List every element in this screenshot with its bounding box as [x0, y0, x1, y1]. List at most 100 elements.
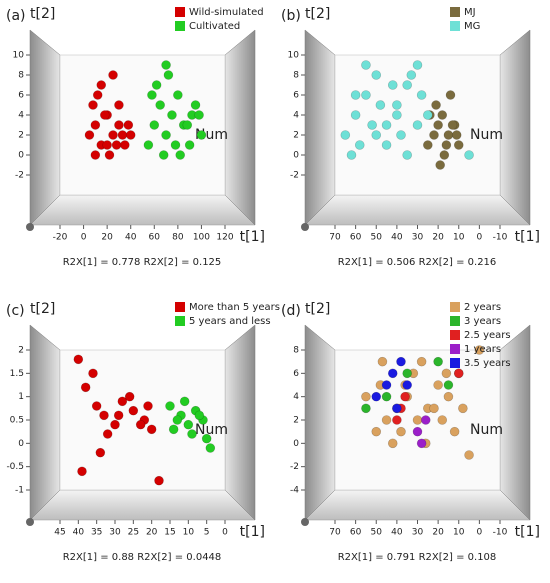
x-axis-label: t[1]: [240, 524, 265, 540]
panel-label: (b): [281, 8, 301, 24]
y-tick-label: 0: [293, 439, 299, 449]
point: [151, 80, 162, 90]
x-tick-label: 35: [91, 528, 102, 538]
point: [361, 60, 371, 70]
legend-label: 1 years: [464, 344, 501, 355]
point: [123, 120, 134, 130]
y-axis-label: t[2]: [305, 301, 330, 317]
caption: R2X[1] = 0.791 R2X[2] = 0.108: [338, 552, 497, 563]
y-tick-label: -4: [290, 486, 299, 496]
point: [437, 110, 448, 120]
point: [350, 110, 361, 120]
x-tick-label: -20: [53, 233, 68, 243]
point: [155, 100, 165, 110]
point: [443, 130, 454, 140]
y-tick-label: 2: [18, 131, 24, 141]
point: [179, 396, 190, 407]
x-tick-label: 60: [350, 233, 362, 243]
legend-label: Wild-simulated: [189, 7, 264, 18]
axis-knob: [301, 518, 309, 526]
point: [439, 150, 450, 160]
y-tick-label: -0.5: [6, 462, 24, 472]
point: [161, 130, 171, 140]
point: [350, 90, 361, 100]
y-tick-label: 10: [288, 51, 300, 61]
point: [371, 426, 382, 437]
x-tick-label: 5: [204, 528, 210, 538]
point: [412, 60, 423, 70]
legend-label: 3.5 years: [464, 358, 511, 369]
point: [88, 100, 98, 110]
point: [402, 380, 412, 390]
point: [90, 150, 101, 160]
point: [111, 140, 122, 150]
point: [73, 354, 84, 365]
y-tick-label: 1: [18, 392, 24, 402]
x-tick-label: 100: [193, 233, 210, 243]
left-wall: [29, 324, 61, 521]
point: [412, 415, 423, 425]
point: [340, 130, 351, 140]
point: [124, 391, 135, 402]
legend-swatch: [450, 358, 460, 368]
y-tick-label: 4: [18, 111, 24, 121]
point: [387, 80, 398, 90]
point: [381, 391, 392, 402]
axis-knob: [26, 518, 34, 526]
point: [381, 120, 392, 130]
point: [433, 380, 443, 390]
point: [396, 426, 406, 437]
point: [346, 150, 357, 160]
x-tick-label: 80: [172, 233, 184, 243]
point: [96, 80, 107, 90]
y-tick-label: 8: [293, 71, 299, 81]
legend-swatch: [450, 330, 460, 340]
axis-knob: [301, 223, 309, 231]
point: [412, 120, 423, 130]
point: [143, 140, 154, 150]
y-tick-label: -1: [15, 486, 24, 496]
legend-swatch: [175, 7, 185, 17]
x-tick-label: 70: [329, 528, 341, 538]
point: [168, 424, 179, 435]
x-tick-label: 20: [432, 528, 444, 538]
z-axis-label: Num: [470, 127, 503, 143]
legend-swatch: [450, 344, 460, 354]
x-tick-label: -10: [493, 528, 508, 538]
point: [443, 380, 454, 390]
point: [149, 120, 160, 130]
legend-label: 2 years: [464, 302, 501, 313]
point: [367, 120, 377, 130]
point: [196, 130, 207, 140]
y-tick-label: 4: [293, 111, 299, 121]
point: [429, 403, 439, 414]
point: [104, 150, 115, 160]
y-tick-label: 0: [18, 439, 24, 449]
point: [158, 150, 169, 160]
legend-swatch: [450, 7, 460, 17]
x-tick-label: 50: [371, 233, 383, 243]
point: [387, 438, 398, 449]
legend-swatch: [175, 316, 185, 326]
x-axis-label: t[1]: [515, 229, 540, 245]
x-tick-label: 60: [350, 528, 362, 538]
floor: [29, 489, 256, 521]
point: [437, 415, 448, 425]
point: [125, 130, 136, 140]
legend-swatch: [450, 316, 460, 326]
point: [182, 120, 193, 130]
y-tick-label: 0: [18, 151, 24, 161]
point: [187, 429, 197, 439]
y-tick-label: 1.5: [10, 369, 24, 379]
legend-swatch: [450, 302, 460, 312]
y-axis-label: t[2]: [305, 6, 330, 22]
point: [392, 110, 402, 120]
point: [161, 60, 171, 70]
point: [92, 90, 103, 100]
floor: [304, 194, 531, 226]
point: [396, 130, 406, 140]
left-wall: [304, 29, 336, 226]
point: [402, 150, 412, 160]
point: [77, 466, 87, 477]
